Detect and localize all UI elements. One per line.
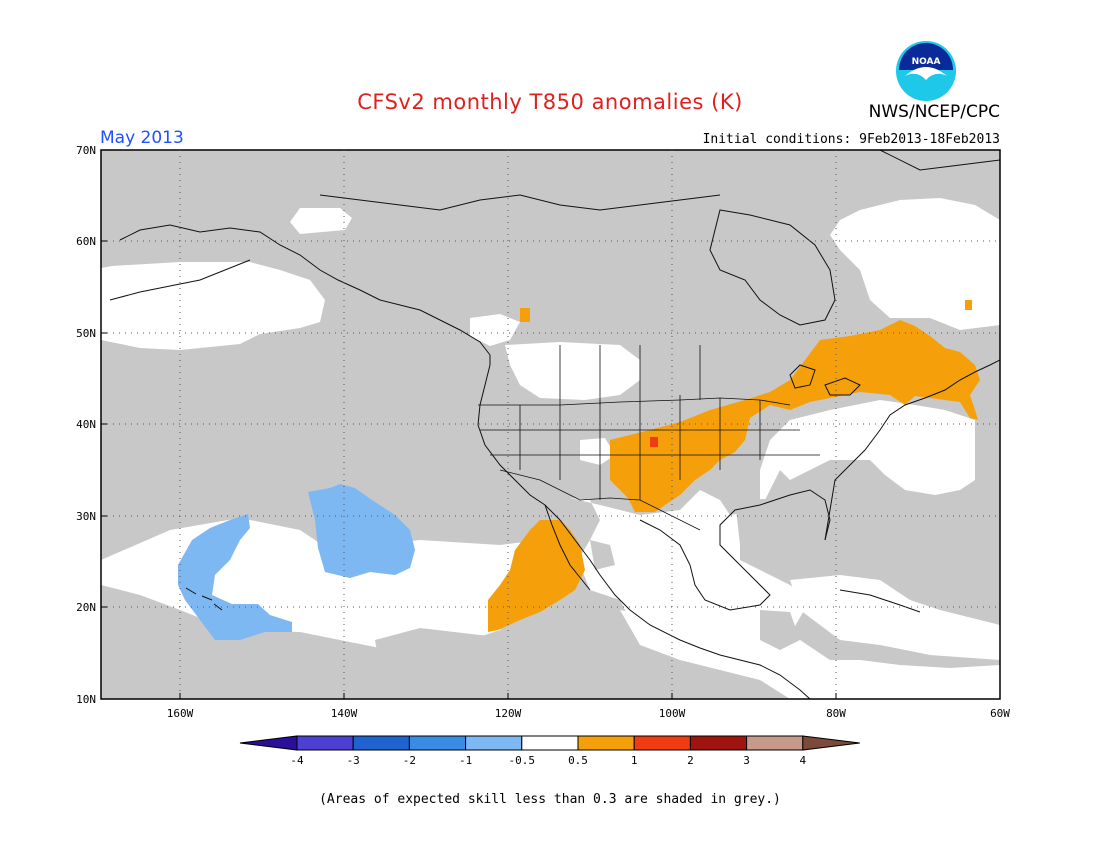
lon-label-160w: 160W xyxy=(167,707,194,720)
colorbar-segment xyxy=(521,735,579,751)
coastlines xyxy=(109,150,1000,699)
colorbar-tick-label: 1 xyxy=(631,754,638,767)
colorbar-tick-label: 0.5 xyxy=(568,754,588,767)
lat-label-10n: 10N xyxy=(76,693,96,706)
cool-anomaly-regions xyxy=(178,484,415,640)
lat-label-30n: 30N xyxy=(76,510,96,523)
colorbar-tick-label: 2 xyxy=(687,754,694,767)
logo-text: NOAA xyxy=(912,57,941,67)
low-skill-patches xyxy=(375,498,820,676)
lon-label-80w: 80W xyxy=(826,707,846,720)
lon-label-60w: 60W xyxy=(990,707,1010,720)
initial-conditions: Initial conditions: 9Feb2013-18Feb2013 xyxy=(702,132,1000,147)
colorbar-arrow-low xyxy=(239,735,298,751)
lat-label-60n: 60N xyxy=(76,235,96,248)
political-borders xyxy=(478,345,820,531)
grey-note: (Areas of expected skill less than 0.3 a… xyxy=(319,792,781,807)
colorbar-segment xyxy=(746,735,804,751)
lat-label-70n: 70N xyxy=(76,144,96,157)
colorbar-segment xyxy=(408,735,467,751)
lon-label-140w: 140W xyxy=(331,707,358,720)
colorbar-tick-label: -3 xyxy=(347,754,360,767)
warm-anomaly-regions xyxy=(488,300,980,632)
noaa-logo-icon: NOAA xyxy=(896,41,956,101)
colorbar-tick-label: -0.5 xyxy=(509,754,536,767)
colorbar: -4 -3 -2 -1 -0.5 0.5 1 2 3 4 xyxy=(239,735,860,767)
colorbar-segment xyxy=(633,735,691,751)
agency-label: NWS/NCEP/CPC xyxy=(868,102,1000,122)
colorbar-tick-label: -4 xyxy=(290,754,304,767)
map-fields xyxy=(101,150,1000,699)
colorbar-tick-label: 4 xyxy=(799,754,806,767)
lat-label-50n: 50N xyxy=(76,327,96,340)
strong-warm-cell xyxy=(650,437,658,447)
lat-label-40n: 40N xyxy=(76,418,96,431)
chart-title: CFSv2 monthly T850 anomalies (K) xyxy=(357,90,743,114)
colorbar-segment xyxy=(577,735,635,751)
colorbar-tick-label: -1 xyxy=(459,754,472,767)
lon-labels: 160W 140W 120W 100W 80W 60W xyxy=(167,707,1011,720)
axis-ticks xyxy=(101,149,1001,700)
colorbar-arrow-high xyxy=(802,735,860,751)
lat-labels: 70N 60N 50N 40N 30N 20N 10N xyxy=(76,144,96,706)
colorbar-segment xyxy=(689,735,748,751)
colorbar-tick-label: 3 xyxy=(743,754,750,767)
period-label: May 2013 xyxy=(100,128,184,148)
lon-label-100w: 100W xyxy=(659,707,686,720)
colorbar-segment xyxy=(465,735,523,751)
colorbar-tick-label: -2 xyxy=(403,754,416,767)
lat-label-20n: 20N xyxy=(76,601,96,614)
lon-label-120w: 120W xyxy=(495,707,522,720)
colorbar-segment xyxy=(296,735,354,751)
colorbar-segment xyxy=(352,735,410,751)
